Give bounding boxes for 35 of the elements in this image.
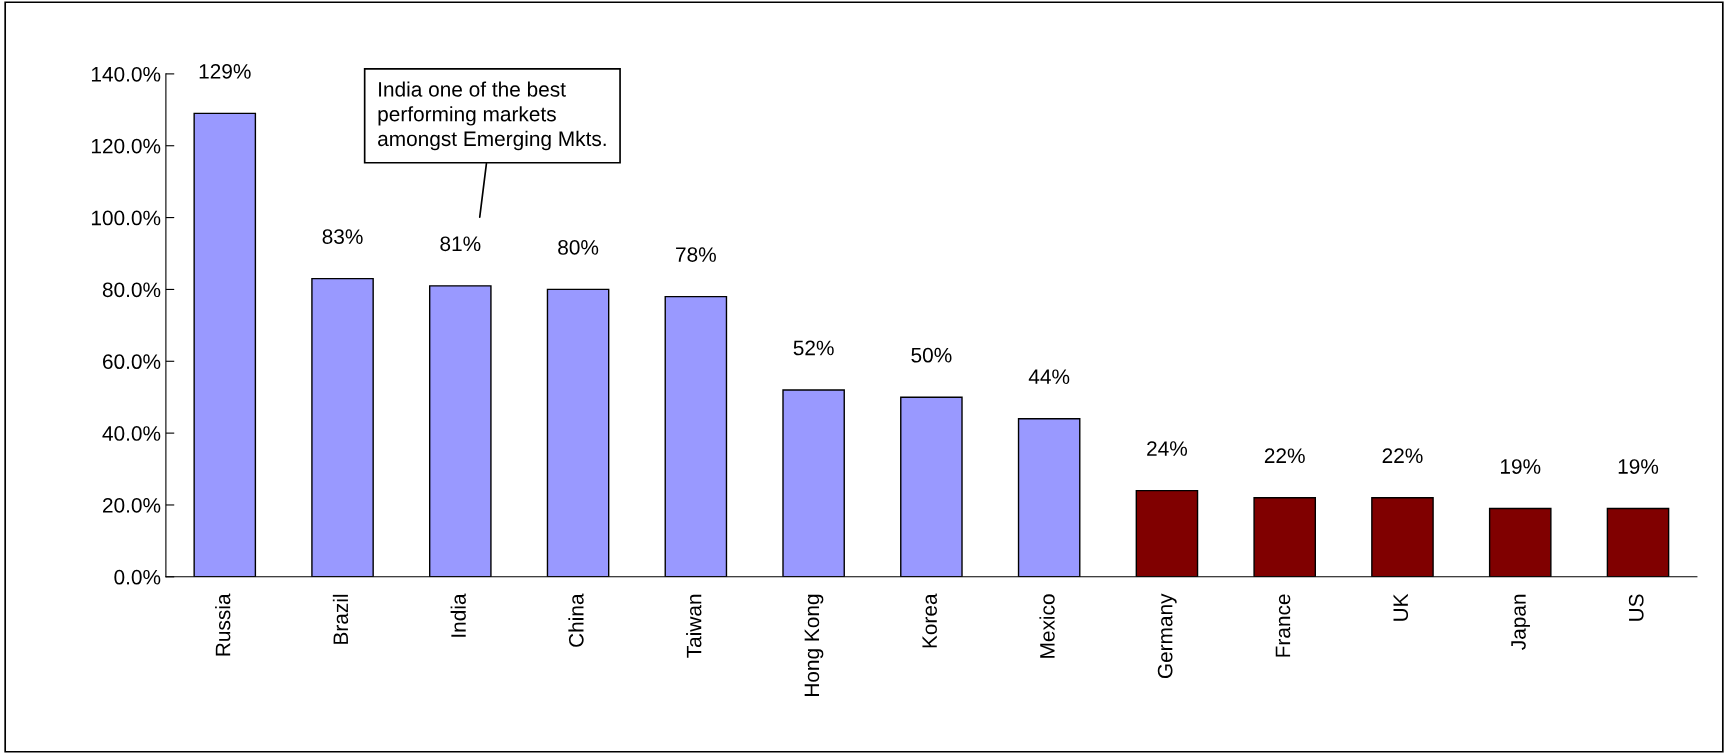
x-tick-label: US xyxy=(1628,594,1644,621)
x-tick-label: China xyxy=(568,593,584,647)
data-label: 44% xyxy=(1028,369,1070,384)
data-label: 19% xyxy=(1500,459,1541,474)
data-label: 22% xyxy=(1382,448,1423,464)
data-label: 52% xyxy=(793,340,834,356)
x-tick-label: India xyxy=(450,593,466,637)
y-tick-label: 40.0% xyxy=(102,426,161,441)
data-label: 19% xyxy=(1618,459,1659,474)
x-tick-label: Hong Kong xyxy=(804,594,824,697)
x-tick-label: France xyxy=(1275,594,1291,657)
annotation: India one of the best performing markets amongst Emerging Mkts. xyxy=(378,81,606,151)
y-tick-label: 140.0% xyxy=(91,66,161,82)
y-tick-label: 20.0% xyxy=(103,497,161,513)
data-label: 129% xyxy=(199,63,251,79)
y-tick-label: 100.0% xyxy=(91,210,161,226)
data-label: 50% xyxy=(911,347,952,363)
data-label: 24% xyxy=(1147,441,1188,456)
data-label: 78% xyxy=(676,247,716,262)
x-tick-label: Japan xyxy=(1511,594,1530,650)
data-label: 22% xyxy=(1264,448,1305,464)
data-label: 81% xyxy=(440,236,481,252)
x-tick-label: Germany xyxy=(1157,593,1177,679)
y-tick-label: 80.0% xyxy=(102,282,161,298)
x-tick-label: Taiwan xyxy=(686,594,702,658)
y-tick-label: 60.0% xyxy=(103,354,161,370)
y-tick-label: 120.0% xyxy=(91,138,161,154)
data-label: 83% xyxy=(322,229,363,244)
y-tick-label: 0.0% xyxy=(114,569,161,585)
x-tick-label: Mexico xyxy=(1039,594,1055,658)
data-label: 80% xyxy=(558,240,599,255)
x-tick-label: Brazil xyxy=(332,594,349,644)
x-tick-label: UK xyxy=(1393,593,1409,621)
x-tick-label: Korea xyxy=(922,593,937,648)
x-tick-label: Russia xyxy=(215,593,231,656)
